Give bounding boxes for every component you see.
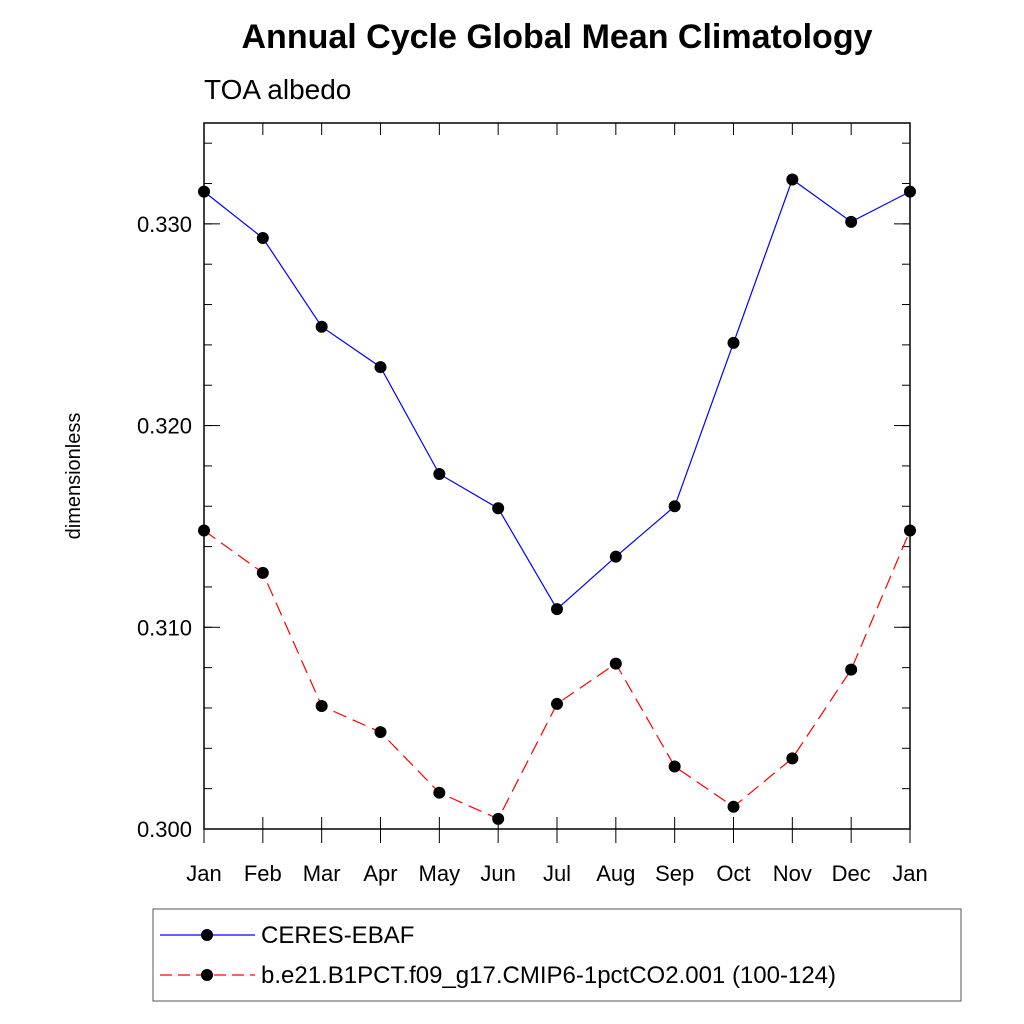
x-tick-label: Mar <box>303 861 341 886</box>
x-tick-label: Jun <box>480 861 515 886</box>
series-1-point <box>904 524 916 537</box>
series-0-point <box>433 467 446 480</box>
series-0-point <box>551 603 563 616</box>
x-tick-label: Oct <box>716 861 750 886</box>
legend-box <box>152 908 962 1002</box>
series-1-point <box>668 760 681 773</box>
series-1-point <box>315 699 328 712</box>
legend-marker-ceres <box>201 929 213 941</box>
legend-label-model: b.e21.B1PCT.f09_g17.CMIP6-1pctCO2.001 (1… <box>261 962 836 989</box>
x-tick-label: Aug <box>596 861 635 886</box>
y-axis-label: dimensionless <box>63 413 85 540</box>
series-0-point <box>786 173 799 186</box>
series-0-point <box>727 336 740 349</box>
series-1-point <box>727 800 740 813</box>
series-0-point <box>845 215 858 228</box>
plot-frame <box>203 122 911 830</box>
series-0-point <box>492 502 505 515</box>
x-tick-labels: Jan Feb Mar Apr May Jun Jul Aug Sep Oct Nov Dec Jan <box>186 861 927 886</box>
series-1-point <box>492 812 505 825</box>
series-0-point <box>315 320 328 333</box>
y-tick-label: 0.330 <box>137 212 192 237</box>
series-0-point <box>668 500 681 513</box>
series-1-point <box>845 663 858 676</box>
legend: CERES-EBAF b.e21.B1PCT.f09_g17.CMIP6-1pc… <box>152 908 962 1002</box>
series-1-point <box>256 566 269 579</box>
y-tick-labels: 0.300 0.310 0.320 0.330 <box>137 212 192 842</box>
series-line-1 <box>203 530 911 820</box>
series-0-point <box>374 361 387 374</box>
legend-label-ceres: CERES-EBAF <box>261 922 414 949</box>
series-1-point <box>374 726 387 739</box>
series-0-point <box>609 550 622 563</box>
series-line-0 <box>203 178 911 611</box>
legend-marker-model <box>201 969 213 981</box>
x-tick-label: May <box>419 861 461 886</box>
series-1-point <box>551 697 563 710</box>
series-1-point <box>786 752 799 765</box>
series-layer <box>198 173 916 825</box>
minor-ticks <box>204 142 910 830</box>
major-ticks <box>203 123 911 843</box>
y-tick-label: 0.320 <box>137 414 192 439</box>
series-1-point <box>198 524 210 537</box>
x-tick-label: Jan <box>892 861 927 886</box>
series-0-point <box>198 185 210 198</box>
x-tick-label: Jul <box>543 861 571 886</box>
x-tick-label: Sep <box>655 861 694 886</box>
x-tick-label: Feb <box>244 861 282 886</box>
series-1-point <box>433 786 446 799</box>
y-tick-label: 0.300 <box>137 817 192 842</box>
x-tick-label: Jan <box>186 861 221 886</box>
x-tick-label: Dec <box>832 861 871 886</box>
chart-subtitle: TOA albedo <box>204 74 351 105</box>
y-tick-label: 0.310 <box>137 615 192 640</box>
x-tick-label: Nov <box>773 861 812 886</box>
x-tick-label: Apr <box>363 861 397 886</box>
series-1-point <box>609 657 622 670</box>
series-0-point <box>256 231 269 244</box>
series-0-point <box>904 185 916 198</box>
chart-title: Annual Cycle Global Mean Climatology <box>242 18 873 56</box>
